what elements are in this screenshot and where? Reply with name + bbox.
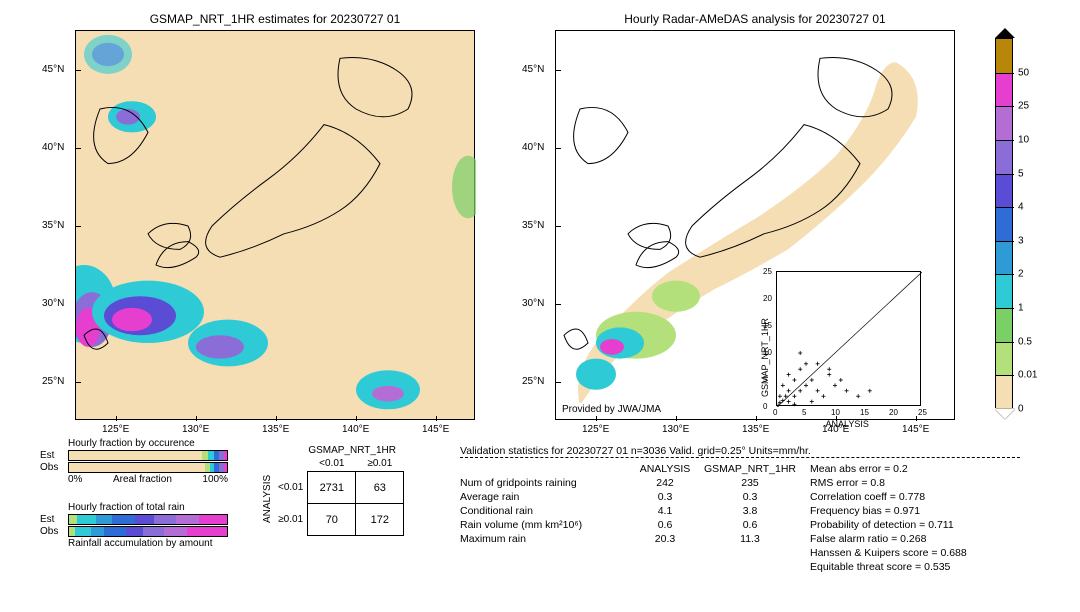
stats-right-row: Mean abs error = 0.2 bbox=[810, 462, 967, 476]
bar-row: Obs bbox=[40, 526, 228, 537]
colorbar-seg bbox=[996, 73, 1012, 107]
occ-axis-mid: Areal fraction bbox=[113, 474, 172, 485]
x-tick: 135°E bbox=[742, 424, 769, 435]
colorbar-tick: 0 bbox=[1018, 404, 1024, 415]
colorbar-tick: 4 bbox=[1018, 202, 1024, 213]
stats-col-a: ANALYSIS bbox=[630, 463, 700, 475]
colorbar-tick: 10 bbox=[1018, 134, 1029, 145]
stats-header-block: Validation statistics for 20230727 01 n=… bbox=[460, 445, 1020, 458]
colorbar-tick: 3 bbox=[1018, 235, 1024, 246]
bar-label: Obs bbox=[40, 462, 68, 473]
stats-col-b: GSMAP_NRT_1HR bbox=[700, 463, 800, 475]
stats-right-row: Correlation coeff = 0.778 bbox=[810, 490, 967, 504]
hourly-total-block: Hourly fraction of total rain EstObs Rai… bbox=[40, 502, 228, 549]
ct-row-0: <0.01 bbox=[274, 472, 308, 504]
occ-axis-right: 100% bbox=[202, 474, 228, 485]
ct-cell-10: 70 bbox=[308, 504, 356, 536]
bar-label: Obs bbox=[40, 526, 68, 537]
y-tick: 45°N bbox=[42, 64, 64, 75]
bar-row: Obs bbox=[40, 462, 228, 473]
bar-label: Est bbox=[40, 450, 68, 461]
x-tick: 125°E bbox=[102, 424, 129, 435]
colorbar-tick: 0.5 bbox=[1018, 336, 1032, 347]
stats-right-row: Hanssen & Kuipers score = 0.688 bbox=[810, 546, 967, 560]
attribution: Provided by JWA/JMA bbox=[559, 403, 664, 416]
y-tick: 25°N bbox=[522, 376, 544, 387]
colorbar-seg bbox=[996, 106, 1012, 140]
colorbar-seg bbox=[996, 274, 1012, 308]
stats-right-row: False alarm ratio = 0.268 bbox=[810, 532, 967, 546]
y-tick: 30°N bbox=[42, 298, 64, 309]
ct-cell-11: 172 bbox=[356, 504, 404, 536]
stats-row: Rain volume (mm km²10⁶)0.60.6 bbox=[460, 518, 800, 532]
left-map: 125°E130°E135°E140°E145°E25°N30°N35°N40°… bbox=[75, 30, 475, 420]
occ-axis-left: 0% bbox=[68, 474, 82, 485]
scatter-ylabel: GSMAP_NRT_1HR bbox=[760, 318, 770, 397]
contingency-table: GSMAP_NRT_1HR ANALYSIS <0.01 ≥0.01 <0.01… bbox=[260, 445, 404, 536]
bar-row: Est bbox=[40, 450, 228, 461]
left-map-title: GSMAP_NRT_1HR estimates for 20230727 01 bbox=[75, 12, 475, 26]
y-tick: 40°N bbox=[42, 142, 64, 153]
colorbar-seg bbox=[996, 375, 1012, 409]
hourly-occurrence-title: Hourly fraction by occurence bbox=[68, 438, 228, 449]
right-map: 125°E130°E135°E140°E145°E25°N30°N35°N40°… bbox=[555, 30, 955, 420]
ct-col-1: ≥0.01 bbox=[356, 456, 404, 472]
scatter-inset: 00551010151520202525ANALYSISGSMAP_NRT_1H… bbox=[776, 271, 921, 406]
ct-col-0: <0.01 bbox=[308, 456, 356, 472]
ct-cell-00: 2731 bbox=[308, 472, 356, 504]
hourly-total-footer: Rainfall accumulation by amount bbox=[68, 538, 228, 549]
ct-col-header: GSMAP_NRT_1HR bbox=[300, 445, 404, 456]
stats-right-row: Equitable threat score = 0.535 bbox=[810, 560, 967, 574]
right-map-title: Hourly Radar-AMeDAS analysis for 2023072… bbox=[555, 12, 955, 26]
stats-right-row: RMS error = 0.8 bbox=[810, 476, 967, 490]
y-tick: 40°N bbox=[522, 142, 544, 153]
hourly-occurrence-block: Hourly fraction by occurence EstObs 0% A… bbox=[40, 438, 228, 485]
bar-label: Est bbox=[40, 514, 68, 525]
stats-right-row: Frequency bias = 0.971 bbox=[810, 504, 967, 518]
y-tick: 35°N bbox=[522, 220, 544, 231]
colorbar-seg bbox=[996, 174, 1012, 208]
x-tick: 130°E bbox=[182, 424, 209, 435]
colorbar-tick: 2 bbox=[1018, 269, 1024, 280]
colorbar-tick: 1 bbox=[1018, 303, 1024, 314]
stats-row: Conditional rain4.13.8 bbox=[460, 504, 800, 518]
colorbar-tick: 5 bbox=[1018, 168, 1024, 179]
colorbar-seg bbox=[996, 342, 1012, 376]
colorbar: 00.010.512345102550 bbox=[995, 38, 1013, 408]
x-tick: 135°E bbox=[262, 424, 289, 435]
bar-row: Est bbox=[40, 514, 228, 525]
y-tick: 30°N bbox=[522, 298, 544, 309]
ct-cell-01: 63 bbox=[356, 472, 404, 504]
x-tick: 145°E bbox=[902, 424, 929, 435]
stats-right-block: Mean abs error = 0.2RMS error = 0.8Corre… bbox=[810, 462, 967, 574]
colorbar-tick: 50 bbox=[1018, 67, 1029, 78]
colorbar-tick: 0.01 bbox=[1018, 370, 1037, 381]
hourly-total-title: Hourly fraction of total rain bbox=[68, 502, 228, 513]
stats-table: ANALYSIS GSMAP_NRT_1HR Num of gridpoints… bbox=[460, 462, 800, 546]
stats-header: Validation statistics for 20230727 01 n=… bbox=[460, 445, 1020, 457]
stats-row: Num of gridpoints raining242235 bbox=[460, 476, 800, 490]
y-tick: 35°N bbox=[42, 220, 64, 231]
x-tick: 145°E bbox=[422, 424, 449, 435]
scatter-xlabel: ANALYSIS bbox=[826, 419, 869, 429]
stats-row: Average rain0.30.3 bbox=[460, 490, 800, 504]
colorbar-tick: 25 bbox=[1018, 101, 1029, 112]
stats-row: Maximum rain20.311.3 bbox=[460, 532, 800, 546]
colorbar-seg bbox=[996, 140, 1012, 174]
colorbar-seg bbox=[996, 39, 1012, 73]
colorbar-seg bbox=[996, 241, 1012, 275]
colorbar-seg bbox=[996, 207, 1012, 241]
x-tick: 140°E bbox=[342, 424, 369, 435]
y-tick: 45°N bbox=[522, 64, 544, 75]
x-tick: 125°E bbox=[582, 424, 609, 435]
x-tick: 130°E bbox=[662, 424, 689, 435]
ct-row-header: ANALYSIS bbox=[247, 509, 287, 523]
stats-right-row: Probability of detection = 0.711 bbox=[810, 518, 967, 532]
y-tick: 25°N bbox=[42, 376, 64, 387]
colorbar-seg bbox=[996, 308, 1012, 342]
